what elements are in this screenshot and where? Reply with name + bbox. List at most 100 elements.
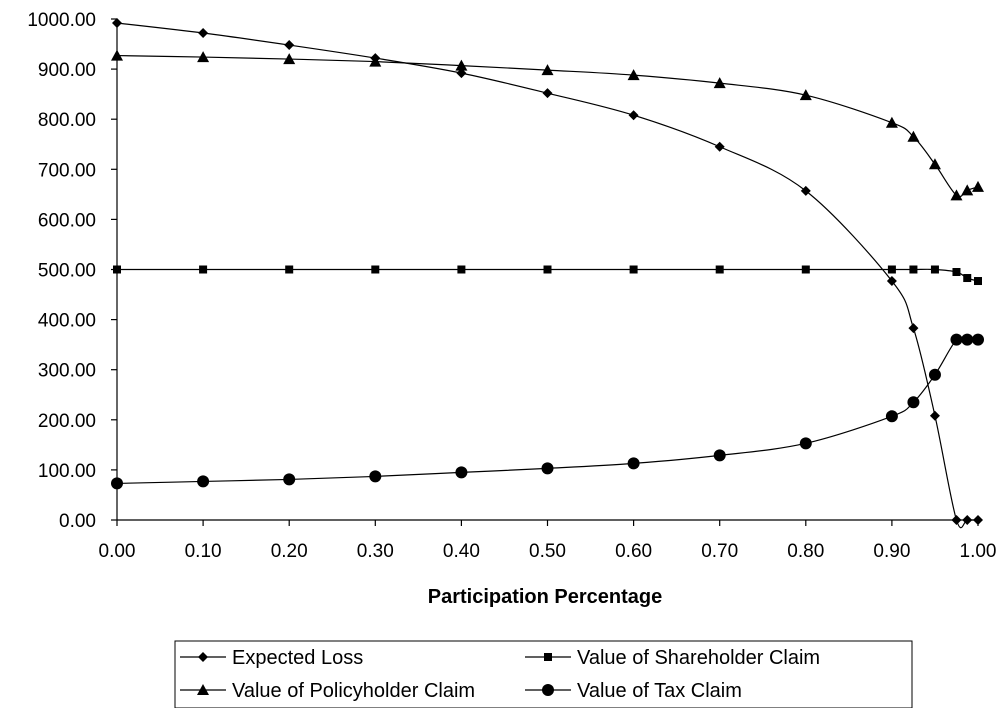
series-line bbox=[116, 54, 979, 198]
x-tick-label: 0.20 bbox=[271, 541, 308, 562]
legend-label: Value of Shareholder Claim bbox=[577, 647, 820, 669]
triangle-marker bbox=[972, 180, 984, 192]
x-tick-label: 1.00 bbox=[960, 541, 997, 562]
circle-marker bbox=[283, 473, 296, 486]
square-marker bbox=[909, 265, 918, 274]
y-tick-label: 200.00 bbox=[38, 411, 96, 432]
series-line bbox=[116, 22, 978, 529]
diamond-marker bbox=[886, 276, 897, 287]
y-tick-label: 300.00 bbox=[38, 361, 96, 382]
x-tick-label: 0.40 bbox=[443, 541, 480, 562]
y-tick-label: 600.00 bbox=[38, 210, 96, 231]
square-marker bbox=[974, 277, 982, 286]
triangle-marker bbox=[950, 189, 963, 201]
series-value-of-tax-claim bbox=[111, 333, 984, 490]
y-tick-label: 500.00 bbox=[38, 261, 96, 282]
circle-marker bbox=[455, 466, 468, 479]
series-layer bbox=[111, 18, 984, 529]
series-expected-loss bbox=[112, 18, 983, 529]
x-tick-label: 0.30 bbox=[357, 541, 394, 562]
triangle-marker bbox=[541, 64, 554, 76]
series-line bbox=[116, 336, 978, 485]
triangle-marker bbox=[713, 77, 726, 89]
diamond-marker bbox=[929, 410, 940, 421]
legend-entry: Expected Loss bbox=[180, 647, 363, 669]
y-tick-label: 1000.00 bbox=[27, 10, 96, 31]
triangle-marker bbox=[197, 684, 209, 695]
legend-label: Value of Tax Claim bbox=[577, 680, 742, 702]
triangle-marker bbox=[885, 116, 898, 128]
x-tick-label: 0.60 bbox=[615, 541, 652, 562]
triangle-marker bbox=[369, 55, 382, 67]
triangle-marker bbox=[111, 49, 123, 61]
circle-marker bbox=[799, 437, 812, 450]
diamond-marker bbox=[973, 515, 983, 525]
axes: 0.00 100.00 200.00 300.00 400.00 500.00 600.00… bbox=[27, 10, 996, 562]
square-marker bbox=[887, 265, 896, 274]
legend-label: Value of Policyholder Claim bbox=[232, 680, 475, 702]
series-value-of-policyholder-claim bbox=[111, 49, 984, 201]
square-marker bbox=[544, 653, 552, 661]
diamond-marker bbox=[628, 110, 639, 121]
square-marker bbox=[199, 265, 208, 274]
series-line bbox=[116, 268, 979, 282]
x-tick-label: 0.10 bbox=[185, 541, 222, 562]
circle-marker bbox=[961, 333, 974, 346]
triangle-marker bbox=[197, 51, 210, 63]
y-tick-label: 400.00 bbox=[38, 311, 96, 332]
diamond-marker bbox=[284, 40, 295, 51]
circle-marker bbox=[369, 470, 382, 483]
circle-marker bbox=[111, 477, 123, 490]
legend-box bbox=[174, 640, 913, 708]
circle-marker bbox=[541, 462, 554, 475]
triangle-marker bbox=[627, 69, 640, 81]
square-marker bbox=[801, 265, 810, 274]
square-marker bbox=[113, 265, 121, 274]
diamond-marker bbox=[800, 185, 811, 196]
circle-marker bbox=[885, 410, 898, 423]
circle-marker bbox=[972, 333, 984, 346]
series-value-of-shareholder-claim bbox=[113, 265, 982, 286]
diamond-marker bbox=[112, 18, 122, 29]
triangle-marker bbox=[961, 184, 974, 196]
triangle-marker bbox=[799, 89, 812, 101]
y-tick-label: 700.00 bbox=[38, 160, 96, 181]
square-marker bbox=[629, 265, 638, 274]
square-marker bbox=[457, 265, 466, 274]
legend-entry: Value of Policyholder Claim bbox=[180, 680, 475, 702]
y-tick-label: 0.00 bbox=[59, 511, 96, 532]
circle-marker bbox=[950, 333, 963, 346]
legend: Expected Loss Value of Shareholder Claim V… bbox=[174, 640, 913, 708]
square-marker bbox=[952, 268, 961, 277]
circle-marker bbox=[713, 449, 726, 462]
x-tick-label: 0.50 bbox=[529, 541, 566, 562]
triangle-marker bbox=[283, 53, 296, 65]
legend-label: Expected Loss bbox=[232, 647, 363, 669]
y-tick-label: 100.00 bbox=[38, 461, 96, 482]
square-marker bbox=[371, 265, 380, 274]
diamond-marker bbox=[456, 68, 467, 79]
square-marker bbox=[715, 265, 724, 274]
x-tick-label: 0.00 bbox=[99, 541, 136, 562]
legend-entry: Value of Shareholder Claim bbox=[525, 647, 820, 669]
diamond-marker bbox=[198, 652, 208, 662]
y-tick-label: 800.00 bbox=[38, 110, 96, 131]
circle-marker bbox=[907, 396, 920, 409]
triangle-marker bbox=[455, 59, 468, 71]
circle-marker bbox=[627, 457, 640, 470]
circle-marker bbox=[928, 368, 941, 381]
diamond-marker bbox=[542, 88, 553, 99]
diamond-marker bbox=[962, 515, 973, 525]
x-tick-label: 0.70 bbox=[701, 541, 738, 562]
square-marker bbox=[930, 265, 939, 274]
diamond-marker bbox=[714, 141, 725, 152]
diamond-marker bbox=[198, 28, 209, 39]
square-marker bbox=[285, 265, 294, 274]
x-tick-label: 0.90 bbox=[873, 541, 910, 562]
square-marker bbox=[543, 265, 552, 274]
square-marker bbox=[963, 274, 972, 283]
circle-marker bbox=[197, 475, 210, 488]
x-axis-title: Participation Percentage bbox=[428, 586, 663, 608]
circle-marker bbox=[542, 684, 554, 696]
diamond-marker bbox=[951, 515, 962, 525]
